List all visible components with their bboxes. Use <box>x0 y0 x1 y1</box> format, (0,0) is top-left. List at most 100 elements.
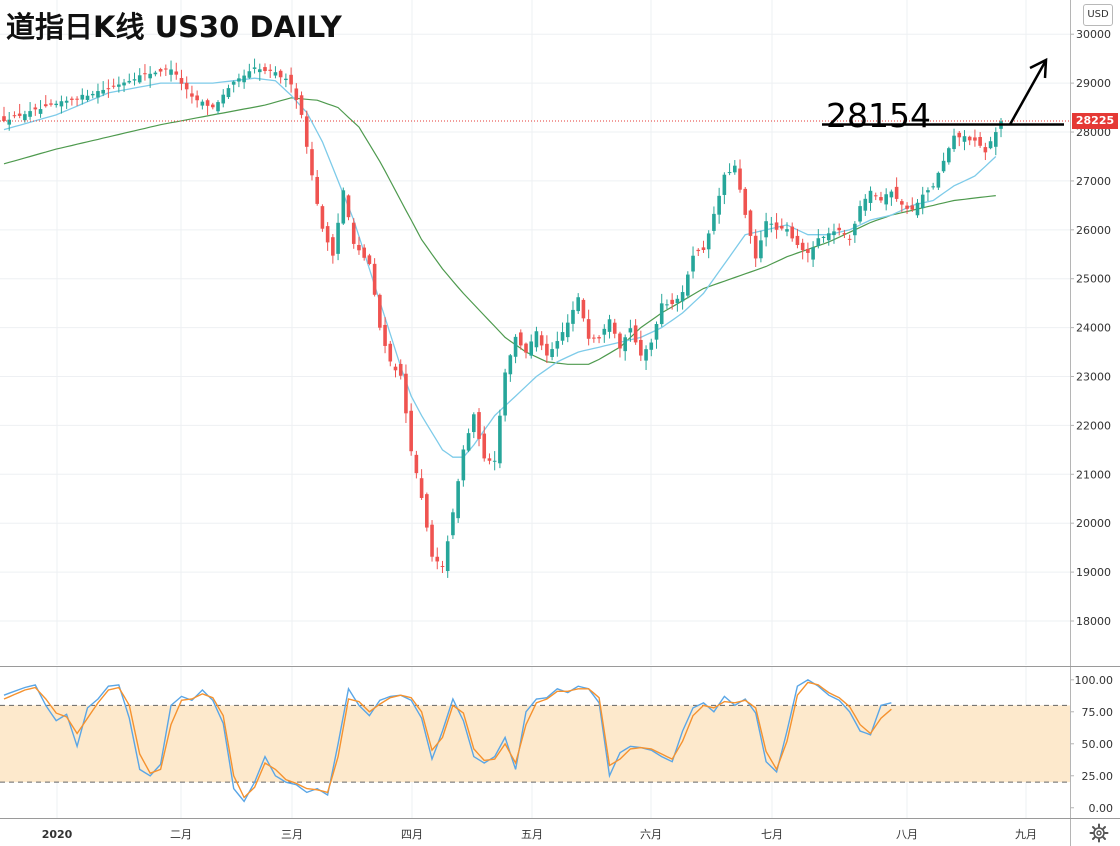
candle-body <box>143 73 147 75</box>
price-tick-label: 29000 <box>1076 77 1111 90</box>
candle-body <box>565 322 570 338</box>
candle-body <box>733 165 737 173</box>
candle <box>889 189 894 206</box>
candle <box>994 127 998 156</box>
candle <box>268 64 273 78</box>
candle <box>675 295 680 312</box>
candle-body <box>231 81 236 85</box>
candle-body <box>320 206 325 229</box>
candle <box>659 293 664 327</box>
candle-body <box>665 304 669 306</box>
trend-arrow-icon <box>1008 57 1048 126</box>
candle-body <box>96 91 100 98</box>
candle-body <box>106 88 111 90</box>
candle <box>294 83 299 109</box>
candle <box>983 142 988 161</box>
candle <box>717 187 721 224</box>
currency-button[interactable]: USD <box>1083 4 1113 26</box>
candle-body <box>101 89 105 94</box>
candle <box>790 222 795 242</box>
candle <box>733 160 737 175</box>
candle-body <box>43 104 48 107</box>
candle <box>941 152 946 173</box>
candle-body <box>372 263 377 295</box>
candle <box>571 301 575 332</box>
candle-body <box>894 186 899 199</box>
candle-body <box>926 190 930 193</box>
candle-body <box>847 238 852 240</box>
candle <box>821 235 826 243</box>
candle-body <box>153 72 158 75</box>
candle-body <box>2 116 6 121</box>
candles <box>2 58 1003 578</box>
candle-body <box>351 222 356 244</box>
candle <box>978 132 982 148</box>
candle <box>43 95 48 108</box>
candle <box>451 508 455 539</box>
candle <box>378 293 382 331</box>
stoch-tick-label: 0.00 <box>1089 802 1114 815</box>
price-tick-label: 22000 <box>1076 419 1111 432</box>
candle-body <box>127 80 132 83</box>
candle-body <box>524 343 528 353</box>
stoch-tick-label: 25.00 <box>1082 770 1114 783</box>
candle <box>565 314 570 343</box>
candle-body <box>310 149 314 176</box>
candle <box>644 345 648 370</box>
settings-gear-icon[interactable] <box>1089 823 1109 843</box>
candle-body <box>54 103 58 106</box>
candle-body <box>393 366 398 371</box>
candle <box>336 213 340 261</box>
candle <box>759 230 763 263</box>
candle <box>910 197 915 212</box>
candle-body <box>592 337 596 339</box>
candle <box>691 246 695 279</box>
candle-body <box>492 460 497 462</box>
candle-body <box>70 98 74 100</box>
candle <box>289 67 293 93</box>
candle-body <box>184 82 189 90</box>
candle <box>492 451 497 471</box>
candle-body <box>346 195 351 218</box>
candle <box>383 317 387 354</box>
candle <box>445 535 450 578</box>
candle-body <box>931 186 935 188</box>
candle-body <box>602 328 607 335</box>
candle-body <box>597 337 601 339</box>
candle-body <box>90 93 95 96</box>
candle <box>310 141 314 181</box>
candle-body <box>336 222 340 254</box>
candle <box>623 334 627 361</box>
candle <box>216 100 220 115</box>
candle-body <box>221 94 226 104</box>
time-axis: 2020 二月 三月 四月 五月 六月 七月 八月 九月 <box>42 828 1037 841</box>
last-price-label: 28225 <box>1072 113 1118 130</box>
candle <box>586 309 591 346</box>
candle <box>487 453 492 465</box>
candle <box>868 186 873 211</box>
candle <box>649 338 654 357</box>
candle <box>164 64 168 76</box>
candle-body <box>237 78 241 82</box>
candle <box>764 212 768 247</box>
candle-body <box>628 328 633 333</box>
candle-body <box>518 332 523 346</box>
candle <box>388 340 393 367</box>
candle-body <box>111 85 116 87</box>
candle-body <box>461 449 466 481</box>
candle-body <box>388 343 393 362</box>
candle-body <box>712 213 716 231</box>
candle <box>273 66 278 79</box>
candle-body <box>560 332 565 341</box>
candle <box>153 70 158 77</box>
candle <box>988 136 993 150</box>
candle-body <box>38 109 43 114</box>
candle <box>686 271 690 299</box>
candle-body <box>764 221 768 238</box>
candle <box>628 319 633 342</box>
candle <box>811 241 815 267</box>
candle <box>304 110 309 154</box>
candle <box>2 106 6 123</box>
candle-body <box>49 103 53 105</box>
